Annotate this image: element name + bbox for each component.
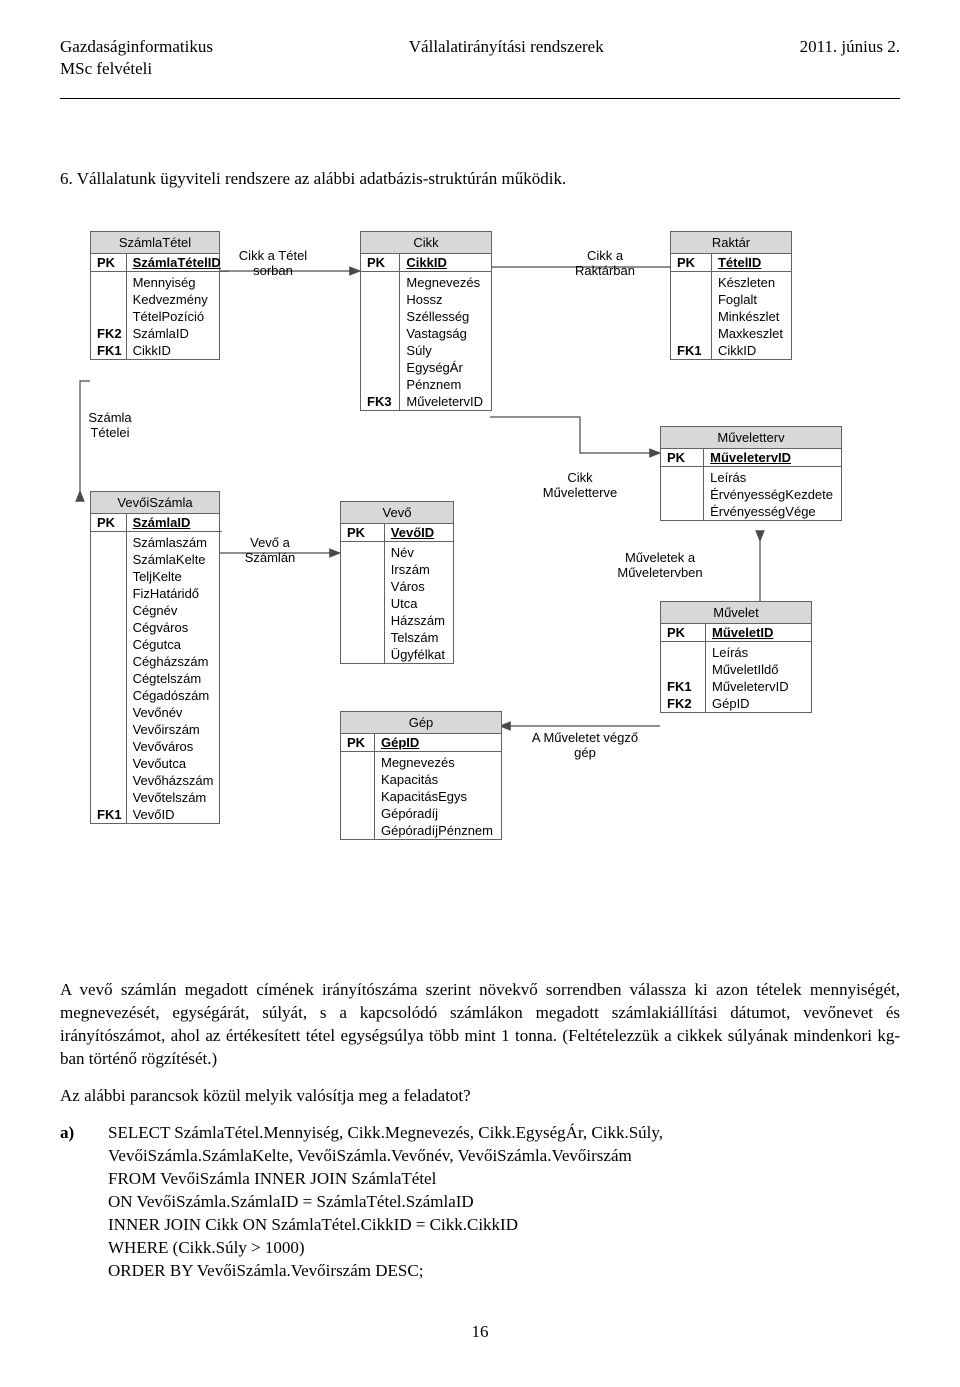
sql-line: ON VevőiSzámla.SzámlaID = SzámlaTétel.Sz… <box>108 1192 474 1211</box>
question-line: 6. Vállalatunk ügyviteli rendszere az al… <box>60 169 900 189</box>
entity-cikk: Cikk PKCikkID Megnevezés Hossz Széllessé… <box>360 231 492 411</box>
rel-szamla-tetelei: Számla Tételei <box>80 411 140 441</box>
rel-muvelet-gep: A Műveletet végző gép <box>520 731 650 761</box>
entity-title: Vevő <box>341 502 453 524</box>
sql-line: INNER JOIN Cikk ON SzámlaTétel.CikkID = … <box>108 1215 518 1234</box>
entity-vevoiszamla: VevőiSzámla PKSzámlaID Számlaszám Számla… <box>90 491 220 824</box>
entity-title: Művelet <box>661 602 811 624</box>
entity-title: Gép <box>341 712 501 734</box>
header-center: Vállalatirányítási rendszerek <box>213 36 800 80</box>
entity-vevo: Vevő PKVevőID Név Irszám Város Utca Házs… <box>340 501 454 664</box>
entity-raktar: Raktár PKTételID Készleten Foglalt Minké… <box>670 231 792 360</box>
entity-szamlatetel: SzámlaTétel PKSzámlaTételID Mennyiség Ke… <box>90 231 220 360</box>
rel-vevo-szamlan: Vevő a Számlán <box>235 536 305 566</box>
header-right: 2011. június 2. <box>800 36 900 80</box>
entity-title: VevőiSzámla <box>91 492 219 514</box>
answer-label: a) <box>60 1122 88 1283</box>
header-rule <box>60 98 900 99</box>
header-left-2: MSc felvételi <box>60 59 152 78</box>
entity-title: Raktár <box>671 232 791 254</box>
er-diagram: SzámlaTétel PKSzámlaTételID Mennyiség Ke… <box>60 231 900 931</box>
answer-sql: SELECT SzámlaTétel.Mennyiség, Cikk.Megne… <box>108 1122 900 1283</box>
body-text: A vevő számlán megadott címének irányító… <box>60 979 900 1108</box>
page-number: 16 <box>60 1322 900 1342</box>
sql-line: FROM VevőiSzámla INNER JOIN SzámlaTétel <box>108 1169 436 1188</box>
entity-gep: Gép PKGépID Megnevezés Kapacitás Kapacit… <box>340 711 502 840</box>
body-p1: A vevő számlán megadott címének irányító… <box>60 979 900 1071</box>
rel-cikk-muveletterve: Cikk Műveletterve <box>530 471 630 501</box>
sql-line: WHERE (Cikk.Súly > 1000) <box>108 1238 305 1257</box>
entity-title: SzámlaTétel <box>91 232 219 254</box>
entity-title: Műveletterv <box>661 427 841 449</box>
question-number: 6. <box>60 169 73 188</box>
rel-cikk-tetel: Cikk a Tétel sorban <box>228 249 318 279</box>
body-p2: Az alábbi parancsok közül melyik valósít… <box>60 1085 900 1108</box>
entity-title: Cikk <box>361 232 491 254</box>
entity-muveletterv: Műveletterv PKMűveletervID Leírás Érvény… <box>660 426 842 521</box>
page-header: Gazdaságinformatikus MSc felvételi Válla… <box>60 36 900 80</box>
sql-line: VevőiSzámla.SzámlaKelte, VevőiSzámla.Vev… <box>108 1146 632 1165</box>
rel-muveletek-tervben: Műveletek a Műveletervben <box>600 551 720 581</box>
header-left-1: Gazdaságinformatikus <box>60 37 213 56</box>
rel-cikk-raktar: Cikk a Raktárban <box>560 249 650 279</box>
answer-a: a) SELECT SzámlaTétel.Mennyiség, Cikk.Me… <box>60 1122 900 1283</box>
sql-line: ORDER BY VevőiSzámla.Vevőirszám DESC; <box>108 1261 423 1280</box>
entity-muvelet: Művelet PKMűveletID Leírás MűveletIldő F… <box>660 601 812 713</box>
question-text: Vállalatunk ügyviteli rendszere az alább… <box>77 169 567 188</box>
sql-line: SELECT SzámlaTétel.Mennyiség, Cikk.Megne… <box>108 1123 663 1142</box>
